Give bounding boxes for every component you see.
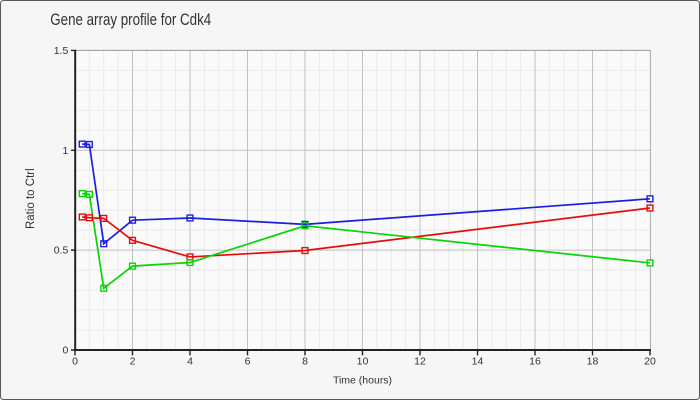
svg-text:6: 6 [245,355,251,367]
svg-text:Time (hours): Time (hours) [333,374,392,386]
svg-text:16: 16 [529,355,541,367]
svg-text:0.5: 0.5 [54,245,69,257]
svg-text:1: 1 [62,145,68,157]
svg-text:18: 18 [587,355,599,367]
svg-text:4: 4 [187,355,193,367]
svg-text:Ratio to Ctrl: Ratio to Ctrl [25,168,37,229]
svg-text:0: 0 [62,345,68,357]
svg-text:1.5: 1.5 [54,45,69,57]
svg-text:20: 20 [644,355,656,367]
svg-text:Gene array profile for Cdk4: Gene array profile for Cdk4 [50,10,211,29]
svg-text:12: 12 [414,355,426,367]
svg-text:8: 8 [302,355,308,367]
svg-text:14: 14 [472,355,484,367]
svg-text:0: 0 [72,355,78,367]
svg-text:10: 10 [357,355,369,367]
svg-text:2: 2 [130,355,136,367]
